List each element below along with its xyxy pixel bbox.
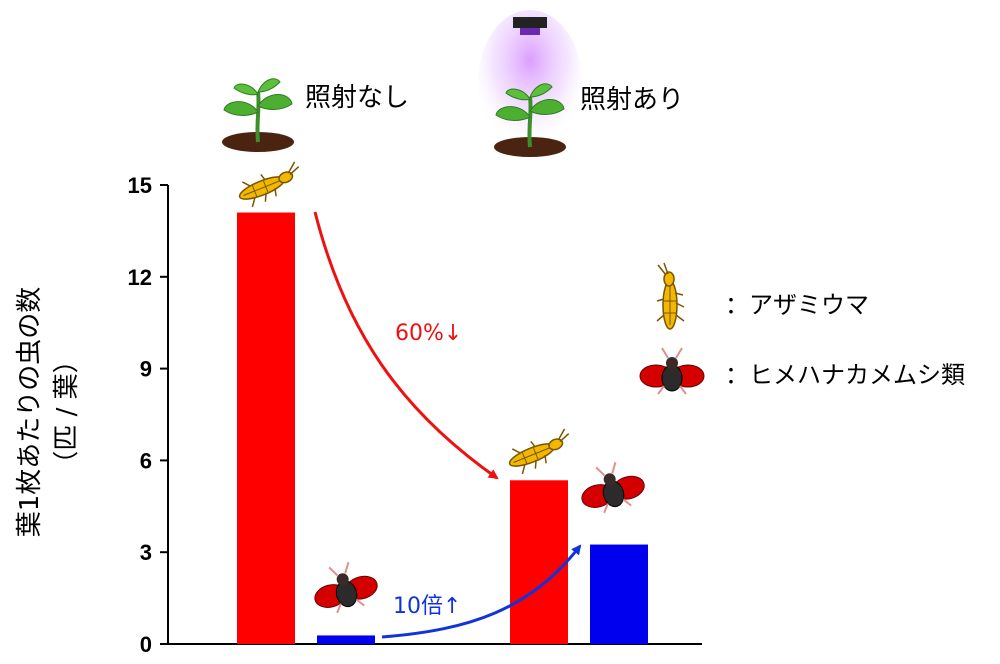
y-tick-label: 12 [128, 265, 152, 290]
decrease-arrow [313, 211, 499, 480]
bug-icon-light [573, 455, 650, 519]
y-axis-label: 葉1枚あたりの虫の数 [15, 287, 45, 538]
bar-bug-0 [317, 635, 375, 644]
bar-thrips-0 [237, 212, 295, 645]
increase-arrow [381, 544, 582, 639]
thrips-icon-light [504, 426, 577, 478]
y-tick-label: 15 [128, 173, 152, 198]
legend-thrips-icon [656, 262, 685, 330]
legend-label-thrips: ：アザミウマ [725, 291, 869, 319]
bug-icon-no-light [306, 555, 383, 619]
legend: ：アザミウマ ：ヒメハナカメムシ類 [639, 262, 965, 395]
y-tick-label: 9 [140, 357, 152, 382]
decrease-annotation: 60%↓ [395, 321, 462, 346]
increase-annotation: 10倍↑ [393, 594, 461, 619]
thrips-icon-no-light [234, 159, 307, 211]
legend-label-bug: ：ヒメハナカメムシ類 [725, 361, 965, 389]
uv-lamp-icon [513, 17, 547, 35]
y-tick-label: 3 [140, 540, 152, 565]
y-axis-unit: （匹 / 葉） [52, 347, 82, 476]
y-tick-label: 0 [140, 632, 152, 657]
y-axis-title: 葉1枚あたりの虫の数 （匹 / 葉） [15, 287, 82, 538]
bar-thrips-1 [510, 480, 568, 644]
bars [237, 212, 648, 645]
legend-bug-icon [639, 347, 705, 395]
y-tick-label: 6 [140, 448, 152, 473]
header-irradiation: 照射あり [580, 85, 684, 115]
bar-bug-1 [590, 544, 648, 644]
header-no-irradiation: 照射なし [305, 83, 409, 113]
plant-no-light-icon [220, 76, 296, 154]
